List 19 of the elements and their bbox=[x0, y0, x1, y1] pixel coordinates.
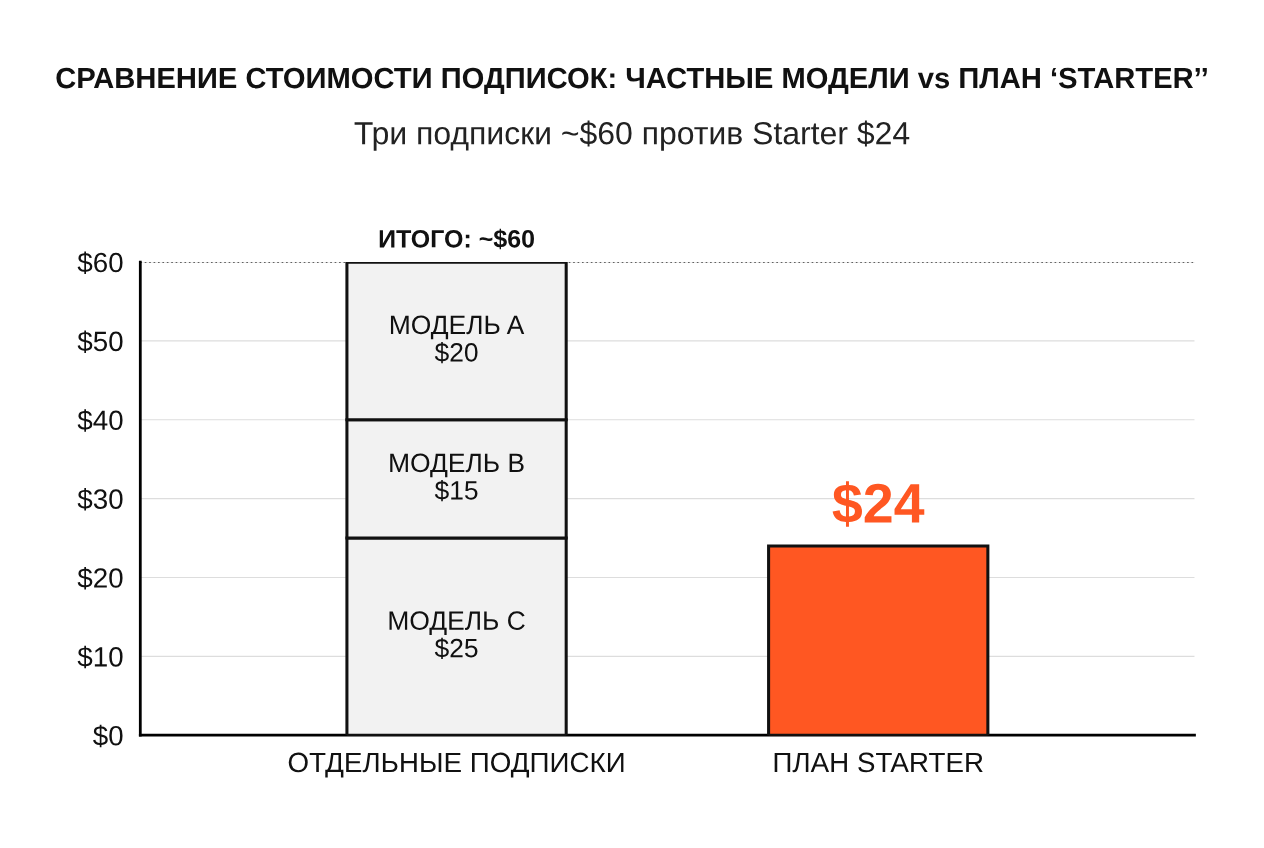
x-tick-label: ОТДЕЛЬНЫЕ ПОДПИСКИ bbox=[288, 752, 624, 778]
y-tick-label: $60 bbox=[77, 251, 123, 275]
y-tick-label: $30 bbox=[77, 488, 123, 511]
x-tick-label: ПЛАН STARTER bbox=[774, 752, 983, 773]
y-tick-label: $40 bbox=[77, 409, 123, 432]
total-label: ИТОГО: ~$60 bbox=[379, 228, 534, 250]
data-label: $20 bbox=[434, 341, 478, 364]
data-label: $24 bbox=[832, 481, 925, 527]
series-label: МОДЕЛЬ C bbox=[389, 611, 525, 635]
series-label: МОДЕЛЬ A bbox=[390, 315, 525, 340]
y-tick-label: $20 bbox=[77, 566, 123, 590]
data-label: $25 bbox=[434, 637, 478, 660]
y-tick-label: $10 bbox=[77, 645, 123, 669]
y-tick-label: $0 bbox=[93, 724, 123, 748]
data-label: $15 bbox=[434, 479, 478, 502]
chart-title: СРАВНЕНИЕ СТОИМОСТИ ПОДПИСОК: ЧАСТНЫЕ МОДЕЛИ vs ПЛАН ‘STARTER’’ bbox=[56, 67, 1207, 94]
series-label: МОДЕЛЬ B bbox=[390, 453, 524, 478]
y-tick-label: $50 bbox=[77, 330, 123, 353]
chart-subtitle: Три подписки ~$60 против Starter $24 bbox=[354, 120, 910, 151]
